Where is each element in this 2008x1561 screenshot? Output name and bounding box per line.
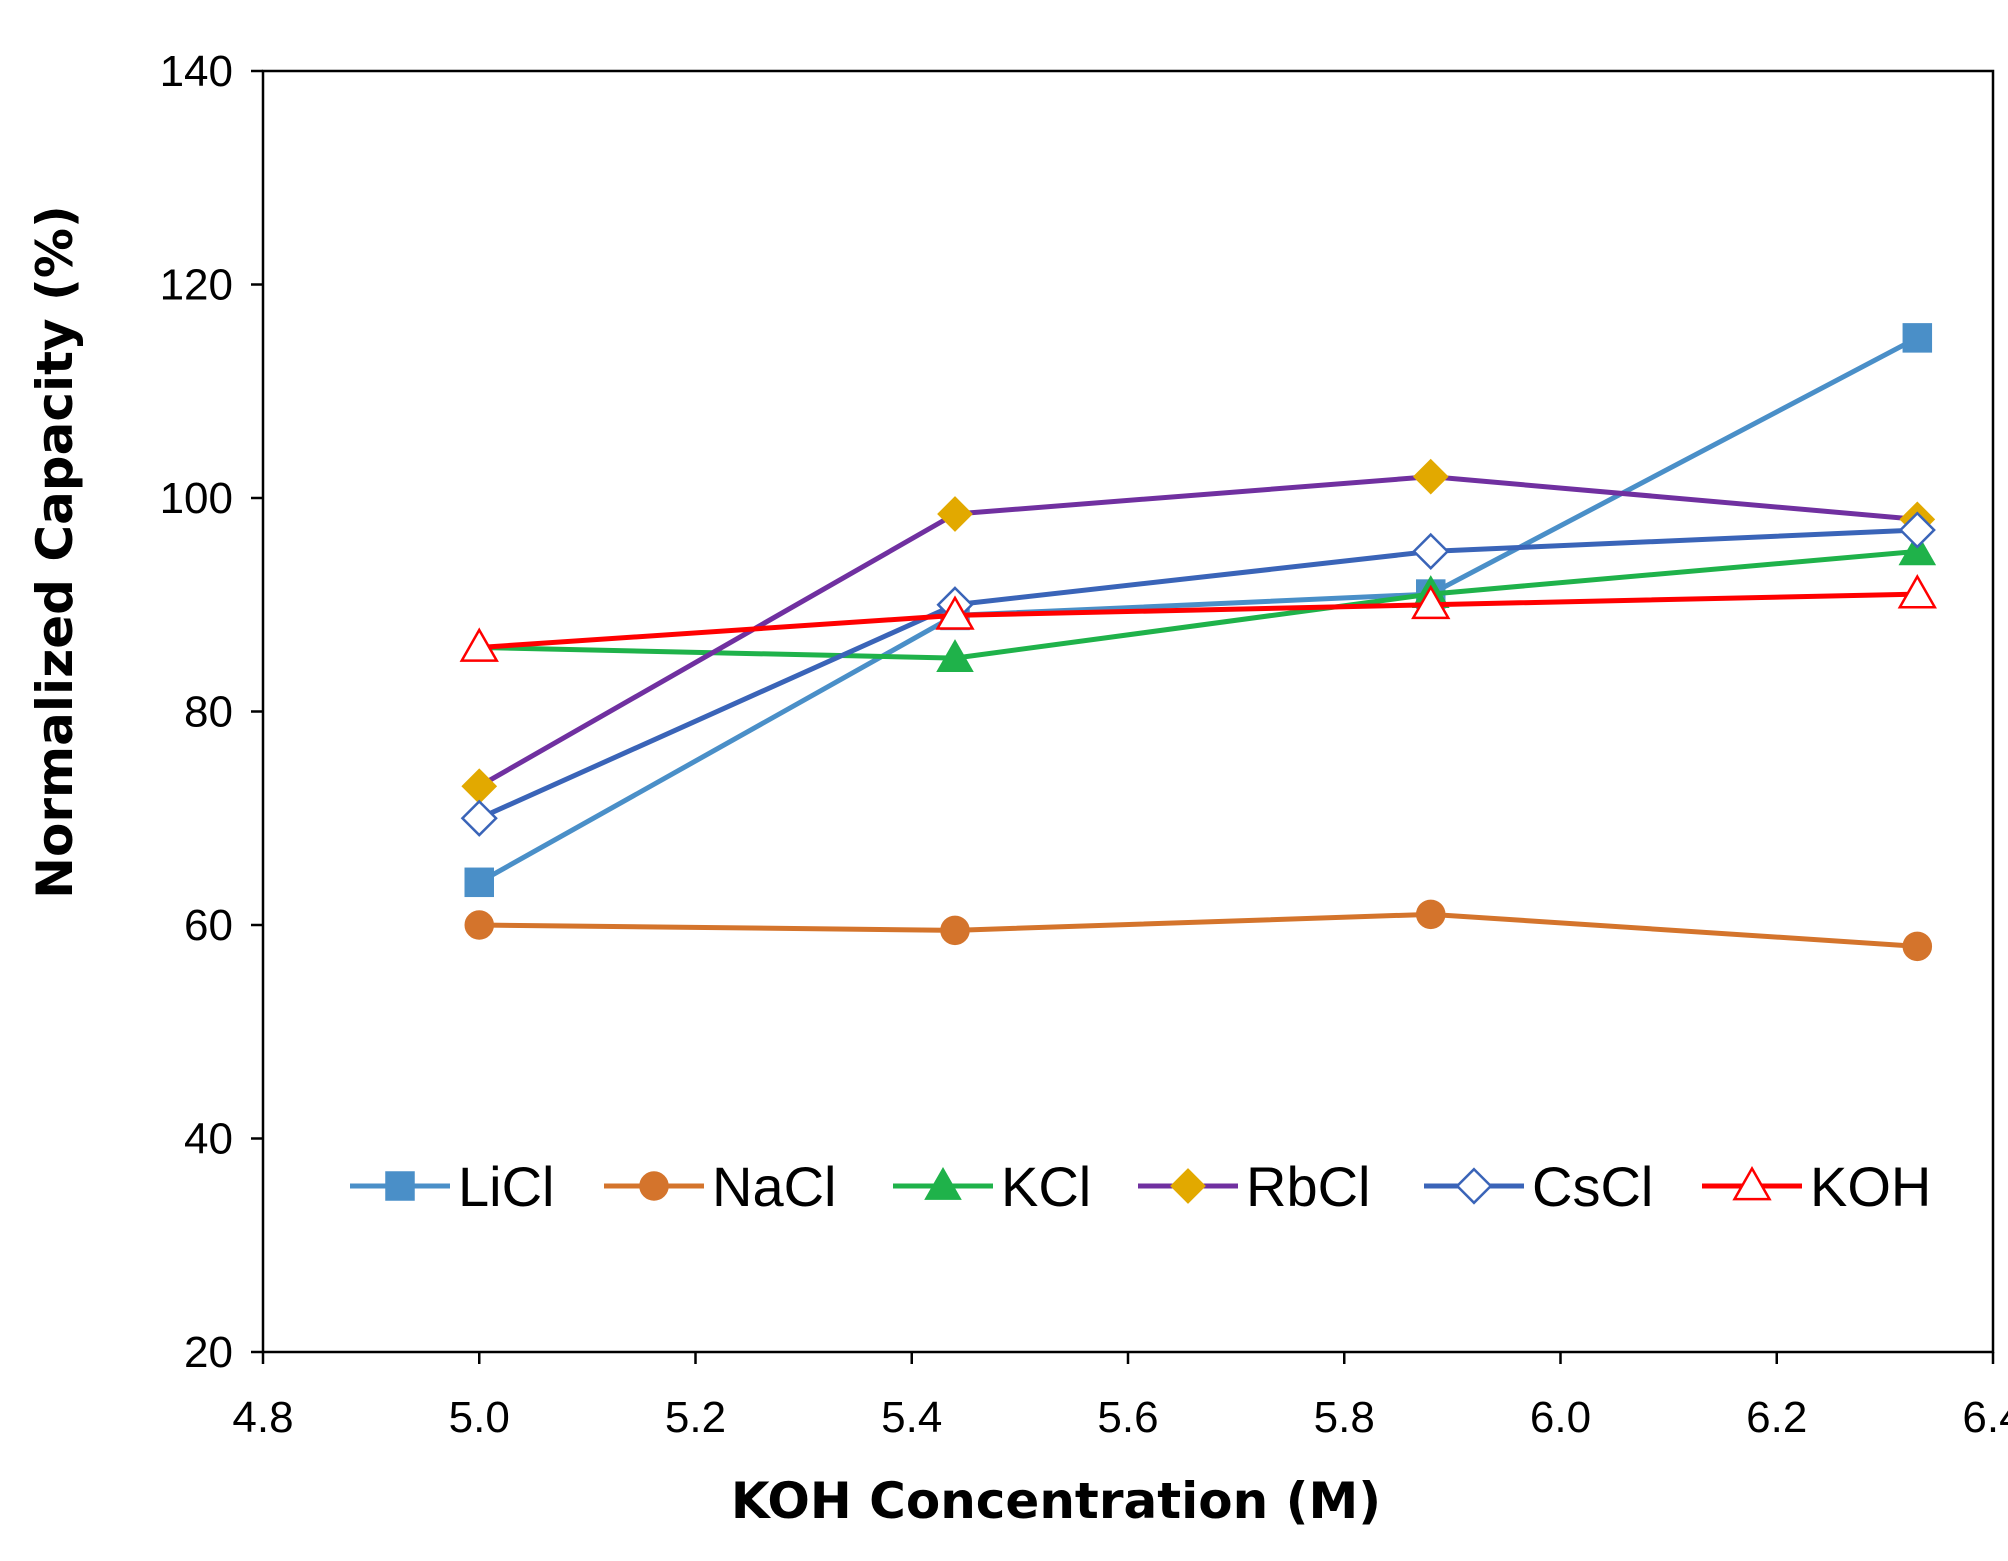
data-point-koh	[459, 627, 499, 662]
x-tick-label: 4.8	[232, 1393, 293, 1442]
legend-item-koh: KOH	[1702, 1155, 1931, 1218]
data-point-kcl	[936, 639, 974, 672]
x-axis-title: KOH Concentration (M)	[731, 1472, 1381, 1530]
legend-marker-rbcl	[1170, 1168, 1206, 1204]
y-tick-label: 100	[160, 474, 233, 523]
data-point-cscl	[1412, 532, 1450, 570]
y-tick-label: 140	[160, 47, 233, 96]
legend-label-cscl: CsCl	[1532, 1155, 1653, 1218]
legend-label-nacl: NaCl	[712, 1155, 836, 1218]
series-line-licl	[478, 335, 1919, 885]
data-point-nacl	[1902, 931, 1933, 962]
y-tick-label: 120	[160, 261, 233, 310]
data-point-nacl	[464, 910, 494, 940]
legend-item-cscl: CsCl	[1424, 1155, 1653, 1218]
legend-marker-cscl	[1455, 1167, 1493, 1205]
series-line-koh	[479, 591, 1918, 650]
data-point-koh	[1411, 584, 1451, 620]
series-nacl	[464, 899, 1933, 962]
data-point-nacl	[1416, 899, 1446, 930]
y-axis-title: Normalized Capacity (%)	[26, 205, 84, 899]
x-tick-label: 6.0	[1530, 1393, 1591, 1442]
legend-label-kcl: KCl	[1001, 1155, 1091, 1218]
plot-frame	[261, 69, 1995, 1354]
y-tick-label: 20	[184, 1328, 233, 1377]
y-tick-label: 80	[184, 688, 233, 737]
series-koh	[459, 574, 1937, 662]
legend-marker-licl	[385, 1171, 415, 1201]
legend-marker-nacl	[639, 1171, 669, 1201]
x-tick-label: 5.8	[1314, 1393, 1375, 1442]
data-point-rbcl	[937, 496, 973, 532]
legend-item-nacl: NaCl	[604, 1155, 836, 1218]
x-tick-label: 6.2	[1746, 1393, 1807, 1442]
data-point-kcl	[1898, 532, 1937, 566]
legend-label-koh: KOH	[1810, 1155, 1931, 1218]
data-point-cscl	[460, 799, 498, 837]
data-point-koh	[1897, 574, 1937, 609]
legend-label-rbcl: RbCl	[1246, 1155, 1370, 1218]
x-tick-label: 5.4	[881, 1393, 942, 1442]
y-tick-label: 60	[184, 901, 233, 950]
data-point-koh	[935, 595, 975, 630]
data-point-cscl	[1898, 511, 1936, 549]
legend: LiCl NaCl KCl RbCl CsCl KOH	[350, 1155, 1931, 1218]
y-tick-label: 40	[184, 1115, 233, 1164]
x-tick-label: 5.2	[665, 1393, 726, 1442]
legend-label-licl: LiCl	[458, 1155, 554, 1218]
x-tick-label: 5.0	[449, 1393, 510, 1442]
data-point-licl	[464, 867, 494, 898]
data-point-nacl	[940, 915, 970, 946]
plot-area	[261, 69, 1995, 1354]
x-axis: 4.8 5.0 5.2 5.4 5.6 5.8 6.0 6.2 6.4	[232, 1352, 2008, 1442]
x-tick-label: 6.4	[1962, 1393, 2008, 1442]
series-line-rbcl	[478, 474, 1918, 789]
legend-marker-kcl	[924, 1166, 962, 1200]
legend-marker-koh	[1732, 1165, 1772, 1201]
series-line-nacl	[479, 911, 1918, 949]
series-layer	[459, 323, 1937, 962]
y-axis: 20 40 60 80 100 120 140	[160, 47, 263, 1377]
x-tick-label: 5.6	[1097, 1393, 1158, 1442]
data-point-licl	[1902, 323, 1933, 353]
legend-item-rbcl: RbCl	[1138, 1155, 1370, 1218]
legend-item-kcl: KCl	[893, 1155, 1091, 1218]
series-line-cscl	[478, 527, 1918, 821]
legend-item-licl: LiCl	[350, 1155, 554, 1218]
series-rbcl	[461, 458, 1936, 805]
series-cscl	[460, 511, 1936, 837]
data-point-rbcl	[1412, 458, 1449, 495]
